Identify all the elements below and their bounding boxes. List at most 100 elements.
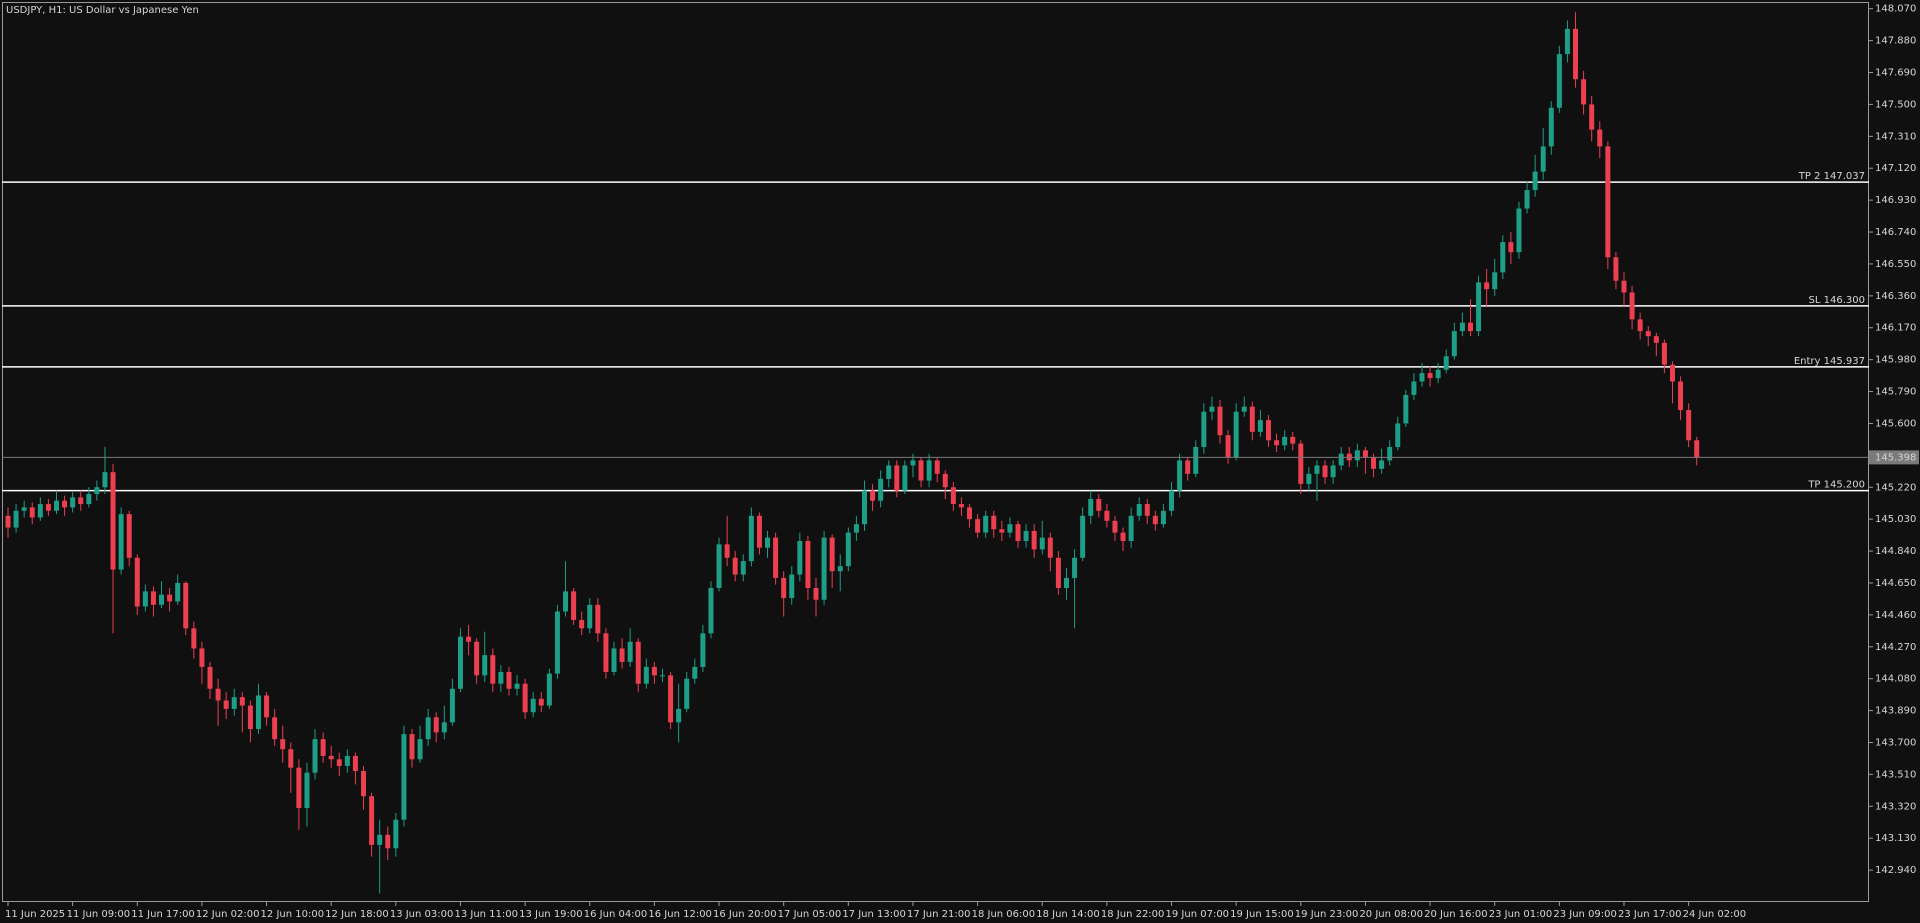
candle-body bbox=[167, 594, 173, 602]
candle-body bbox=[126, 514, 132, 558]
candle-body bbox=[1379, 460, 1385, 469]
candle-body bbox=[1128, 515, 1134, 541]
candle-body bbox=[231, 697, 237, 709]
candle-body bbox=[1249, 406, 1255, 432]
candle-body bbox=[1354, 450, 1360, 461]
candle-body bbox=[1055, 557, 1061, 589]
candle-body bbox=[1225, 435, 1231, 458]
candle-body bbox=[1152, 515, 1158, 525]
candle-body bbox=[1678, 381, 1684, 411]
candle-body bbox=[288, 749, 294, 768]
candle-body bbox=[150, 591, 156, 605]
x-tick-label: 12 Jun 02:00 bbox=[196, 909, 260, 920]
candle-body bbox=[1548, 107, 1554, 147]
candle-body bbox=[53, 500, 59, 511]
candle-body bbox=[175, 582, 181, 602]
x-tick-label: 16 Jun 12:00 bbox=[648, 909, 712, 920]
candle-body bbox=[1031, 530, 1037, 550]
candle-body bbox=[765, 537, 771, 548]
x-tick-label: 20 Jun 16:00 bbox=[1424, 909, 1488, 920]
candle-body bbox=[159, 594, 165, 605]
candle-body bbox=[482, 655, 488, 676]
candle-body bbox=[1120, 532, 1126, 541]
candle-body bbox=[1686, 410, 1692, 441]
candle-body bbox=[1669, 364, 1675, 382]
candle-body bbox=[199, 648, 205, 667]
x-tick-label: 18 Jun 22:00 bbox=[1101, 909, 1165, 920]
candle-body bbox=[1007, 524, 1013, 533]
y-tick-label: 147.310 bbox=[1875, 131, 1916, 142]
candle-body bbox=[708, 588, 714, 634]
x-tick-label: 24 Jun 02:00 bbox=[1683, 909, 1747, 920]
candle-body bbox=[417, 739, 423, 760]
candle-body bbox=[191, 628, 197, 649]
candle-body bbox=[1241, 406, 1247, 412]
x-tick-label: 20 Jun 08:00 bbox=[1359, 909, 1423, 920]
candle-body bbox=[255, 695, 261, 730]
candle-body bbox=[1314, 465, 1320, 474]
y-tick-label: 142.940 bbox=[1875, 865, 1916, 876]
y-tick-label: 146.360 bbox=[1875, 291, 1916, 302]
y-tick-label: 143.700 bbox=[1875, 737, 1916, 748]
candle-body bbox=[781, 577, 787, 599]
candle-body bbox=[563, 591, 569, 612]
candle-body bbox=[1694, 440, 1700, 458]
x-tick-label: 13 Jun 11:00 bbox=[454, 909, 518, 920]
candle-body bbox=[958, 504, 964, 508]
candle-body bbox=[1653, 336, 1659, 343]
candle-body bbox=[732, 557, 738, 575]
candle-body bbox=[1096, 499, 1102, 511]
x-tick-label: 13 Jun 19:00 bbox=[519, 909, 583, 920]
candle-body bbox=[1290, 436, 1296, 444]
candle-body bbox=[62, 500, 68, 508]
candle-body bbox=[1597, 129, 1603, 147]
candle-body bbox=[409, 734, 415, 760]
candle-body bbox=[377, 834, 383, 845]
candle-body bbox=[1637, 319, 1643, 332]
candle-body bbox=[554, 611, 560, 674]
candle-body bbox=[1015, 524, 1021, 541]
candle-body bbox=[1387, 446, 1393, 461]
candle-body bbox=[1136, 504, 1142, 516]
x-tick-label: 16 Jun 20:00 bbox=[713, 909, 777, 920]
candle-body bbox=[975, 519, 981, 533]
candle-body bbox=[361, 771, 367, 797]
candle-body bbox=[587, 604, 593, 629]
candle-body bbox=[967, 507, 973, 520]
candle-body bbox=[312, 739, 318, 773]
candle-body bbox=[1484, 282, 1490, 290]
candle-body bbox=[676, 708, 682, 723]
candle-body bbox=[1645, 331, 1651, 337]
candle-body bbox=[1629, 292, 1635, 320]
candle-body bbox=[1516, 208, 1522, 253]
y-tick-label: 148.070 bbox=[1875, 4, 1916, 15]
candle-body bbox=[21, 507, 27, 511]
candle-body bbox=[1274, 440, 1280, 446]
candle-body bbox=[934, 460, 940, 474]
candle-body bbox=[385, 834, 391, 849]
candle-body bbox=[1177, 460, 1183, 491]
candle-body bbox=[829, 537, 835, 572]
candle-body bbox=[1362, 450, 1368, 458]
y-tick-label: 143.130 bbox=[1875, 833, 1916, 844]
candle-body bbox=[247, 705, 253, 730]
candle-body bbox=[498, 671, 504, 684]
candle-body bbox=[571, 591, 577, 620]
candle-body bbox=[239, 697, 245, 706]
candle-body bbox=[918, 460, 924, 481]
y-tick-label: 146.740 bbox=[1875, 227, 1916, 238]
candle-body bbox=[1072, 557, 1078, 578]
candle-body bbox=[1613, 257, 1619, 281]
candle-body bbox=[1500, 242, 1506, 273]
candle-body bbox=[393, 819, 399, 849]
candle-body bbox=[1217, 406, 1223, 436]
candle-body bbox=[1540, 146, 1546, 172]
candle-body bbox=[1193, 446, 1199, 474]
candle-body bbox=[78, 497, 84, 505]
candle-body bbox=[1306, 473, 1312, 484]
candle-body bbox=[207, 666, 213, 689]
x-tick-label: 17 Jun 13:00 bbox=[842, 909, 906, 920]
candle-body bbox=[635, 641, 641, 684]
candle-body bbox=[1080, 515, 1086, 558]
candle-body bbox=[1209, 406, 1215, 412]
